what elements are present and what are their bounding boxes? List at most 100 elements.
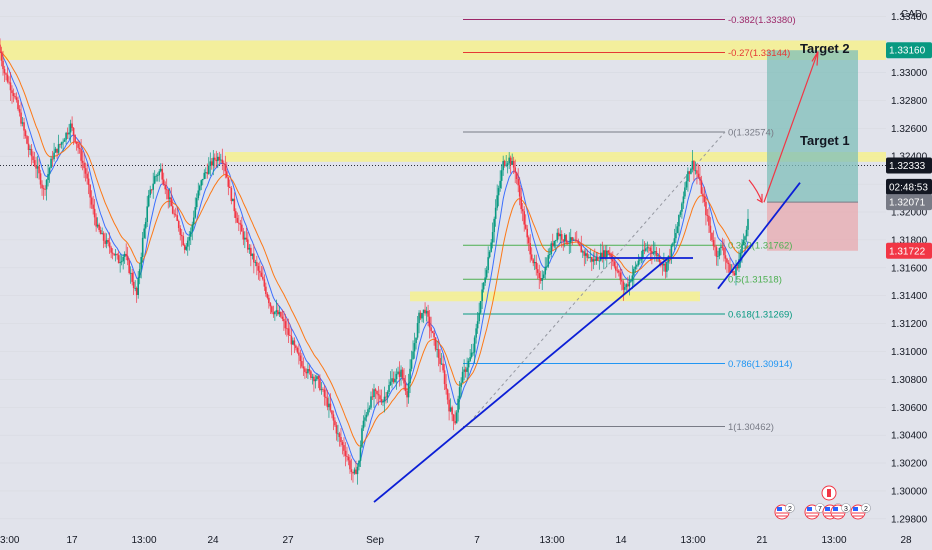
trendlines[interactable] xyxy=(373,182,801,503)
candle-body xyxy=(380,399,383,403)
us-flag-icon[interactable]: 7 xyxy=(804,503,825,520)
candle-body xyxy=(60,142,63,145)
candle xyxy=(539,270,542,284)
candle xyxy=(400,365,402,386)
candle xyxy=(219,153,222,163)
candle xyxy=(344,442,347,467)
candle xyxy=(700,175,703,195)
annotations[interactable]: Target 2 Target 1 xyxy=(748,41,850,204)
fib-level-label: 0(1.32574) xyxy=(728,127,774,138)
candle-body xyxy=(331,410,333,415)
candle xyxy=(515,171,518,185)
candle xyxy=(595,252,598,265)
candle-body xyxy=(132,281,135,289)
position-stop-area[interactable] xyxy=(767,202,858,251)
candle-body xyxy=(598,260,601,262)
candle-body xyxy=(547,255,550,267)
candle-body xyxy=(589,257,592,258)
candle xyxy=(358,459,360,471)
candle xyxy=(580,235,583,253)
candle xyxy=(676,222,679,234)
candle xyxy=(326,389,329,411)
support-resistance-zone[interactable] xyxy=(0,40,886,60)
fibonacci-retracement[interactable]: -0.382(1.33380) -0.27(1.33144) 0(1.32574) 0… xyxy=(463,15,796,433)
candle-body xyxy=(634,266,637,269)
price-tag: 1.32333 xyxy=(886,157,932,174)
position-target-area[interactable] xyxy=(767,50,858,203)
candle xyxy=(484,268,486,286)
candle-body xyxy=(222,163,225,164)
candle xyxy=(140,252,142,279)
candle-body xyxy=(392,378,395,383)
candle-body xyxy=(161,168,164,180)
candle xyxy=(696,163,698,185)
economic-events[interactable]: 27532 xyxy=(774,485,871,520)
candle xyxy=(377,386,380,406)
candle xyxy=(688,170,691,182)
candle xyxy=(105,233,108,249)
price-tick-label: 1.29800 xyxy=(891,514,928,525)
support-resistance-zone[interactable] xyxy=(410,291,700,302)
candle-body xyxy=(481,289,483,302)
candle xyxy=(747,209,749,237)
long-position-tool[interactable] xyxy=(767,50,858,251)
candle xyxy=(690,167,692,175)
candle xyxy=(703,186,706,207)
candle-body xyxy=(125,253,127,256)
time-axis[interactable]: 3:00 17 13:00 24 27 Sep 7 13:00 14 13:00 21 13:00 28 xyxy=(0,530,912,550)
candle-body xyxy=(430,327,432,332)
candle-body xyxy=(436,349,438,351)
candle xyxy=(518,177,521,206)
time-tick-label: Sep xyxy=(366,535,384,546)
candle xyxy=(340,428,342,447)
candle xyxy=(146,196,148,227)
count-badge-label: 3 xyxy=(844,506,848,513)
us-flag-icon[interactable]: 3 xyxy=(830,503,851,520)
candle-body xyxy=(545,266,548,268)
candle xyxy=(406,388,408,407)
candle xyxy=(720,242,722,256)
short-trendline[interactable] xyxy=(717,182,801,290)
candle xyxy=(394,371,396,384)
candle-body xyxy=(440,363,443,365)
candle xyxy=(216,152,219,169)
candle xyxy=(44,185,46,196)
candle xyxy=(385,392,387,404)
candle xyxy=(224,155,227,179)
us-flag-icon[interactable]: 2 xyxy=(850,503,871,520)
candle xyxy=(189,227,192,245)
candle-body xyxy=(551,243,554,247)
candle-body xyxy=(654,251,656,252)
canada-flag-icon[interactable] xyxy=(821,485,837,501)
candle-body xyxy=(174,214,177,216)
candle-body xyxy=(323,389,326,397)
candle-body xyxy=(403,377,405,384)
candle-body xyxy=(368,407,371,410)
candle xyxy=(509,155,512,174)
candle xyxy=(711,232,713,242)
price-axis[interactable]: CAD 1.334001.330001.328001.326001.324001… xyxy=(886,0,932,530)
support-resistance-zone[interactable] xyxy=(225,152,886,162)
ascending-trendline[interactable] xyxy=(373,257,669,503)
candle xyxy=(361,425,363,448)
candle xyxy=(325,387,327,406)
candle xyxy=(305,368,308,379)
candle xyxy=(301,352,303,369)
us-flag-icon[interactable]: 2 xyxy=(774,503,795,520)
candle-body xyxy=(162,179,165,185)
candle-body xyxy=(428,316,431,328)
candle xyxy=(47,164,49,187)
candle-body xyxy=(609,252,611,256)
candle-body xyxy=(138,269,141,278)
candle-body xyxy=(23,122,25,131)
candle-body xyxy=(159,168,162,172)
candle-body xyxy=(153,176,156,184)
candle xyxy=(609,246,611,259)
candle xyxy=(584,248,587,264)
candle-body xyxy=(47,174,49,180)
candle-body xyxy=(560,234,563,240)
candle-body xyxy=(708,215,710,226)
price-tag-bg xyxy=(886,242,932,259)
candle-body xyxy=(278,312,281,315)
